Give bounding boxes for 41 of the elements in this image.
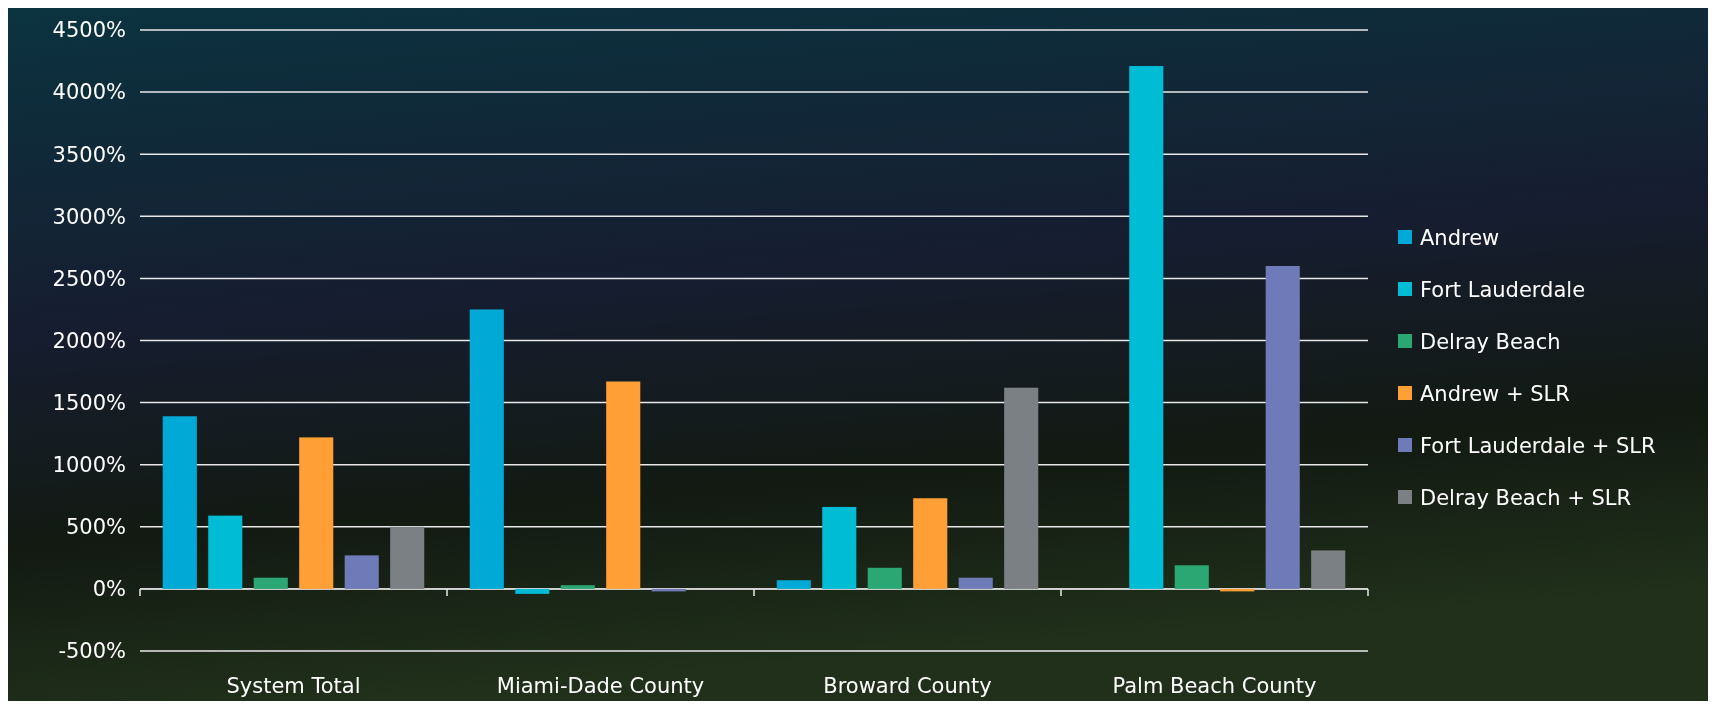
bar [299,437,334,589]
bar [606,381,641,589]
y-tick-label: 4000% [52,80,126,105]
x-tick-label: Miami-Dade County [496,674,705,698]
legend-label: Fort Lauderdale [1420,278,1586,303]
bar [822,506,857,589]
y-tick-label: 1500% [52,390,126,415]
x-tick-label: Palm Beach County [1112,674,1317,698]
y-tick-label: 0% [92,577,126,602]
y-tick-label: 3000% [52,204,126,229]
y-tick-label: 3500% [52,142,126,167]
legend-label: Delray Beach + SLR [1420,486,1632,511]
bar [1311,550,1346,589]
y-tick-label: 1000% [52,453,126,478]
bar [1004,387,1039,589]
bar [253,577,288,589]
y-tick-label: 500% [65,515,126,540]
bar [162,416,197,589]
bar [958,577,993,589]
y-tick-label: 4500% [52,18,126,43]
bar [344,555,379,589]
bar [913,498,948,589]
bar [1265,265,1300,589]
bar [776,580,811,589]
bar [469,309,504,589]
bar [1174,565,1209,589]
legend-label: Fort Lauderdale + SLR [1420,434,1656,459]
bar [1129,66,1164,589]
x-tick-label: System Total [226,674,361,698]
bar [515,588,550,594]
y-tick-label: -500% [58,639,126,664]
y-tick-label: 2500% [52,266,126,291]
legend-label: Andrew + SLR [1420,382,1570,407]
x-tick-label: Broward County [823,674,992,698]
bar [867,567,902,589]
legend-label: Delray Beach [1420,330,1561,355]
bar [560,585,595,589]
bar [208,515,243,589]
legend-label: Andrew [1420,226,1500,251]
y-tick-label: 2000% [52,328,126,353]
bar [390,526,425,589]
